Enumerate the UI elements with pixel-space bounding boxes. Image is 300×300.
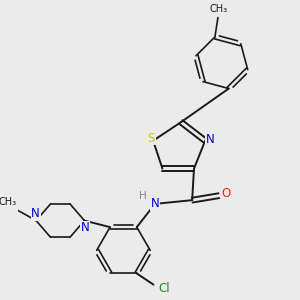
Text: O: O [222, 187, 231, 200]
Text: S: S [148, 132, 155, 145]
Text: N: N [206, 133, 215, 146]
Text: CH₃: CH₃ [210, 4, 228, 14]
Text: CH₃: CH₃ [0, 197, 16, 207]
Text: Cl: Cl [158, 282, 170, 295]
Text: H: H [139, 191, 147, 201]
Text: N: N [81, 221, 89, 234]
Text: N: N [151, 197, 160, 210]
Text: N: N [32, 207, 40, 220]
